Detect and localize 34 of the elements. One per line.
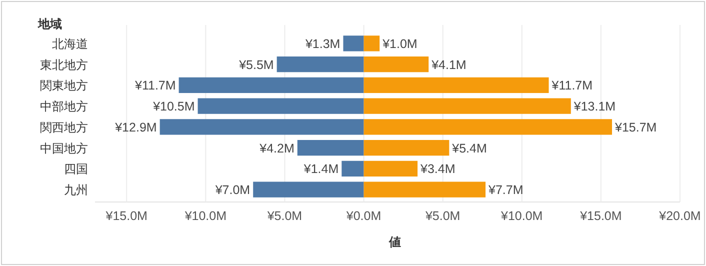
data-label: ¥5.5M xyxy=(238,58,274,72)
data-label: ¥11.7M xyxy=(550,78,593,93)
y-tick-label: 関東地方 xyxy=(40,78,88,93)
data-label: ¥15.7M xyxy=(614,120,657,134)
x-tick-label: ¥10.0M xyxy=(500,209,543,223)
data-label: ¥4.1M xyxy=(430,58,466,72)
data-label: ¥3.4M xyxy=(420,162,456,176)
y-tick-label: 中部地方 xyxy=(40,100,88,114)
x-tick-label: ¥5.0M xyxy=(424,209,460,223)
x-tick-label: ¥20.0M xyxy=(658,209,701,223)
data-label: ¥7.7M xyxy=(488,183,524,198)
data-label: ¥1.4M xyxy=(302,162,339,176)
data-label: ¥12.9M xyxy=(114,120,157,134)
y-tick-label: 東北地方 xyxy=(40,58,88,72)
y-tick-label: 九州 xyxy=(64,183,88,198)
x-tick-label: ¥15.0M xyxy=(579,209,622,223)
data-label: ¥1.3M xyxy=(304,36,340,51)
x-tick-label: ¥0.0M xyxy=(345,209,382,223)
data-label: ¥7.0M xyxy=(214,183,250,198)
data-label: ¥1.0M xyxy=(382,36,418,51)
x-axis-title: 値 xyxy=(388,235,401,249)
y-tick-label: 関西地方 xyxy=(40,120,88,134)
data-label: ¥10.5M xyxy=(152,100,195,114)
x-tick-label: ¥15.0M xyxy=(104,209,148,223)
y-tick-label: 北海道 xyxy=(52,36,88,51)
y-tick-label: 中国地方 xyxy=(40,141,88,156)
y-tick-label: 四国 xyxy=(64,162,88,176)
x-tick-label: ¥10.0M xyxy=(184,209,227,223)
data-label: ¥5.4M xyxy=(451,141,487,156)
data-label: ¥4.2M xyxy=(258,141,294,156)
data-label: ¥11.7M xyxy=(134,78,176,93)
data-label: ¥13.1M xyxy=(572,100,616,114)
x-tick-label: ¥5.0M xyxy=(266,209,302,223)
y-axis-title: 地域 xyxy=(37,17,62,31)
